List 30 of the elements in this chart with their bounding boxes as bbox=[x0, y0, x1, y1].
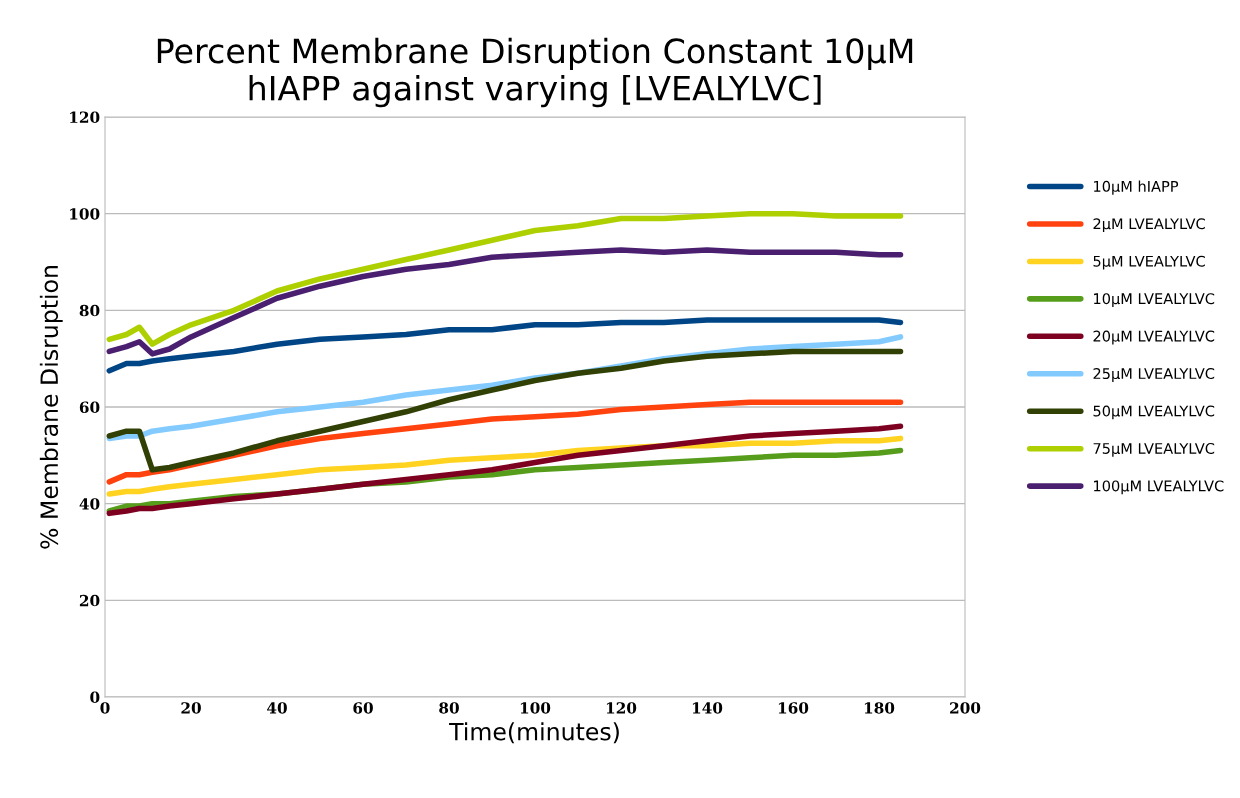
x-tick-label: 200 bbox=[950, 702, 981, 714]
x-tick-label: 120 bbox=[606, 702, 637, 714]
x-tick-label: 80 bbox=[439, 702, 459, 714]
x-tick-label: 140 bbox=[692, 702, 723, 714]
legend-label: 100µM LVEALYLVC bbox=[1094, 480, 1224, 495]
chart-title: Percent Membrane Disruption Constant 10µM hIAPP against varying [LVEALYLVC] bbox=[157, 37, 913, 108]
y-tick-label: 120 bbox=[70, 111, 100, 124]
y-tick-label: 100 bbox=[70, 208, 100, 220]
x-tick-label: 20 bbox=[181, 702, 201, 714]
legend-label: 50µM LVEALYLVC bbox=[1093, 405, 1215, 420]
x-tick-label: 100 bbox=[520, 702, 551, 714]
x-tick-label: 60 bbox=[353, 702, 373, 714]
legend-label: 20µM LVEALYLVC bbox=[1093, 330, 1215, 345]
legend-label: 25µM LVEALYLVC bbox=[1093, 368, 1215, 382]
legend-label: 5µM LVEALYLVC bbox=[1093, 255, 1205, 270]
y-tick-label: 0 bbox=[90, 691, 100, 704]
x-tick-label: 40 bbox=[267, 702, 287, 714]
x-tick-label: 180 bbox=[864, 702, 895, 714]
legend-label: 2µM LVEALYLVC bbox=[1093, 218, 1205, 233]
y-axis-title: % Membrane Disruption bbox=[39, 266, 63, 549]
y-tick-label: 60 bbox=[79, 401, 100, 414]
legend-label: 10µM hIAPP bbox=[1094, 180, 1179, 195]
legend-label: 10µM LVEALYLVC bbox=[1094, 293, 1215, 308]
x-axis-title: Time(minutes) bbox=[449, 722, 619, 744]
y-tick-label: 80 bbox=[79, 304, 100, 317]
x-tick-label: 160 bbox=[778, 702, 809, 714]
y-tick-label: 40 bbox=[79, 498, 100, 510]
y-tick-label: 20 bbox=[79, 594, 100, 607]
x-tick-label: 0 bbox=[100, 702, 110, 714]
legend-label: 75µM LVEALYLVC bbox=[1093, 442, 1215, 457]
